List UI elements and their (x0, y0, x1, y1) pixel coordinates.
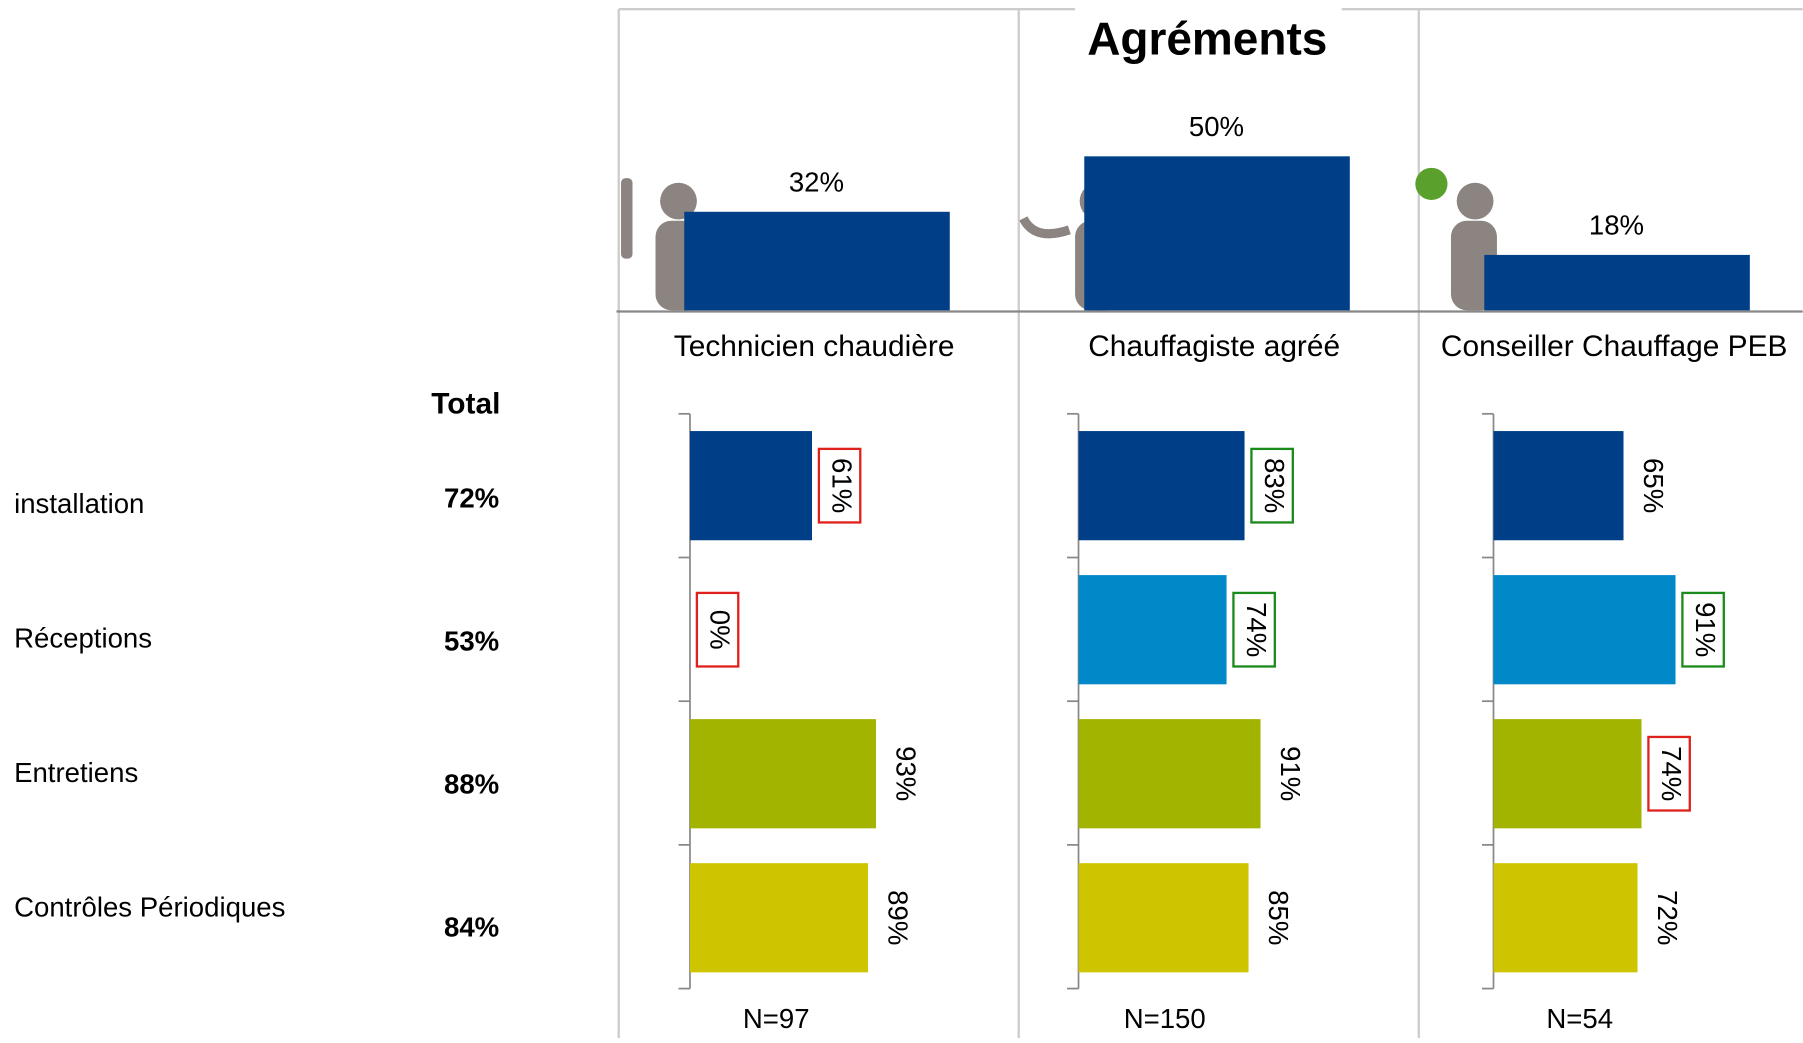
sample-size: N=150 (1124, 1003, 1206, 1034)
value-label: 89% (882, 890, 913, 945)
total-value: 53% (444, 625, 499, 656)
row-label: installation (14, 488, 144, 519)
value-label: 18% (1589, 210, 1644, 241)
value-label: 72% (1652, 890, 1683, 945)
bar (1079, 863, 1249, 972)
page: Agréments 32% Technicien chaudière 50% Chau… (0, 0, 1803, 1043)
value-label: 85% (1263, 890, 1294, 945)
value-label: 74% (1241, 602, 1272, 657)
bar (1079, 575, 1227, 684)
bar (690, 863, 868, 972)
total-value: 72% (444, 482, 499, 513)
value-label: 0% (704, 610, 735, 650)
total-value: 84% (444, 912, 499, 943)
total-value: 88% (444, 769, 499, 800)
bar (1484, 255, 1750, 310)
bar (1079, 719, 1261, 828)
title: Agréments (1087, 13, 1327, 65)
category-label: Chauffagiste agréé (1088, 330, 1340, 363)
bar (1493, 575, 1675, 684)
value-label: 65% (1638, 458, 1669, 513)
row-label: Entretiens (14, 757, 138, 788)
value-label: 32% (789, 166, 844, 197)
bar (1493, 863, 1637, 972)
value-label: 93% (890, 746, 921, 801)
bar (690, 719, 876, 828)
value-label: 50% (1189, 111, 1244, 142)
row-label: Contrôles Périodiques (14, 892, 285, 923)
sample-size: N=97 (743, 1003, 810, 1034)
category-label: Conseiller Chauffage PEB (1441, 330, 1788, 363)
category-label: Technicien chaudière (674, 330, 955, 363)
bar (684, 212, 950, 311)
value-label: 74% (1656, 746, 1687, 801)
column-title: Total (431, 388, 500, 421)
bar (1493, 719, 1641, 828)
sample-size: N=54 (1546, 1003, 1613, 1034)
value-label: 91% (1690, 602, 1721, 657)
chart: Agréments 32% Technicien chaudière 50% Chau… (0, 0, 1803, 1038)
bar (1084, 156, 1350, 310)
bar (690, 431, 812, 540)
row-label: Réceptions (14, 623, 152, 654)
value-label: 91% (1275, 746, 1306, 801)
value-label: 61% (826, 458, 857, 513)
value-label: 83% (1259, 458, 1290, 513)
bar (1079, 431, 1245, 540)
bar (1493, 431, 1623, 540)
